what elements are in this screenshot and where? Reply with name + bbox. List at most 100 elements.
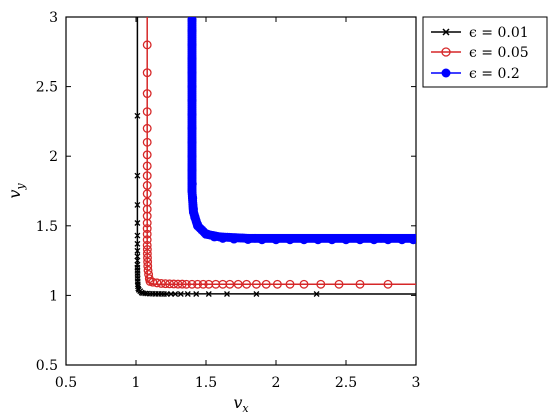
x-tick-label: 2.5 [335,375,357,391]
data-point [148,277,158,287]
data-point [142,107,152,117]
plot-frame [65,16,417,366]
y-tick-label: 0.5 [36,358,58,374]
data-point [193,291,200,297]
data-point [142,189,152,199]
data-point [198,279,208,289]
data-point [152,278,162,288]
data-point [272,279,282,289]
data-point [187,279,197,289]
data-point [142,180,152,190]
y-tick-label: 1 [49,288,58,304]
y-axis-label: vy [5,183,27,199]
data-point [142,224,152,234]
data-point [142,171,152,181]
legend-label-eps-005: ϵ = 0.05 [469,45,529,61]
data-point [355,279,365,289]
data-point [316,279,326,289]
data-point [142,290,149,297]
data-point [181,279,191,289]
data-point [169,279,179,289]
data-point [142,245,152,254]
data-point [313,291,320,297]
x-tick-label: 1 [132,375,141,391]
data-point [193,279,203,289]
y-tick-label: 2.5 [36,80,58,96]
data-point [134,247,141,254]
data-point [143,257,153,267]
data-point [134,240,141,247]
data-point [134,232,141,239]
x-tick-label: 3 [412,375,421,391]
data-point [411,233,416,243]
y-tick-label: 3 [49,10,58,26]
x-axis-label-main: v [233,393,242,412]
data-point [205,291,212,297]
series-2 [187,17,416,245]
legend-label-eps-001: ϵ = 0.01 [469,25,529,41]
data-point [142,68,152,78]
x-axis-label: vx [233,393,249,415]
data-point [253,291,260,297]
data-point [184,291,191,297]
data-point [177,291,184,297]
data-point [224,291,230,297]
data-point [134,220,141,226]
data-point [142,218,152,228]
data-point [173,279,183,289]
tick-layer: 0.5 1 1.5 2 2.5 3 0.5 1 1.5 2 2.5 3 [36,10,421,391]
data-point [242,279,252,289]
data-point [142,240,152,250]
data-point [134,172,141,179]
y-tick-label: 2 [49,149,58,165]
x-tick-label: 0.5 [55,375,77,391]
series-0 [134,17,416,297]
legend-marker-eps-02 [441,68,451,78]
data-point [142,89,152,99]
data-point [233,279,243,289]
legend-entry-eps-005: ϵ = 0.05 [431,45,529,61]
data-point [143,265,153,275]
series-2-dense [187,17,416,243]
x-tick-label: 1.5 [195,375,217,391]
data-point [142,137,152,147]
legend-label-eps-02: ϵ = 0.2 [469,66,520,82]
data-point [143,261,153,271]
data-point [142,40,152,50]
series-1 [142,17,416,289]
data-point [299,279,309,289]
data-point [156,278,166,288]
legend-marker-eps-001 [442,28,450,36]
data-point [225,279,235,289]
data-point [143,253,152,263]
data-point [142,161,152,171]
series-line [136,17,416,295]
data-point [142,235,152,245]
data-point [383,279,393,289]
legend: ϵ = 0.01 ϵ = 0.05 ϵ = 0.2 [422,16,548,88]
data-point [172,291,179,297]
x-axis-label-sub: x [242,402,249,415]
legend-entry-eps-001: ϵ = 0.01 [431,25,529,41]
y-axis-label-main: v [5,190,24,199]
legend-marker-eps-005 [441,47,451,57]
y-axis-label-sub: y [14,183,27,191]
data-point [134,112,141,119]
series-line [146,17,416,286]
data-point [165,279,175,289]
data-point [142,123,152,133]
data-point [142,229,152,239]
data-point [134,201,141,208]
data-point [261,279,271,289]
x-tick-label: 2 [272,375,281,391]
data-point [334,279,344,289]
series-layer [134,17,416,297]
data-point [160,279,170,289]
data-point [142,249,152,259]
legend-entry-eps-02: ϵ = 0.2 [431,66,520,82]
data-point [177,279,187,289]
data-point [285,279,295,289]
y-tick-label: 1.5 [36,219,58,235]
data-point [251,279,261,289]
